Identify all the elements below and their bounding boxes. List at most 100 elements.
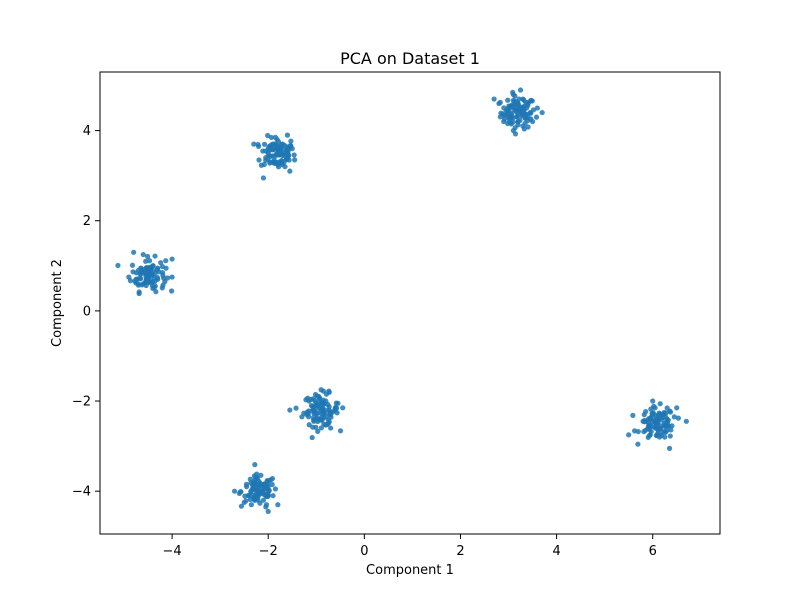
- scatter-point: [635, 428, 641, 435]
- points-layer: [115, 87, 689, 515]
- x-tick-label: 0: [360, 544, 368, 559]
- scatter-point: [231, 488, 238, 494]
- scatter-point: [674, 405, 680, 411]
- plot-frame: [99, 71, 721, 535]
- scatter-point: [243, 498, 249, 504]
- scatter-point: [326, 407, 332, 413]
- x-tick-label: −4: [163, 544, 182, 559]
- scatter-point: [626, 432, 632, 438]
- scatter-point: [159, 263, 166, 270]
- scatter-point: [137, 275, 143, 281]
- scatter-point: [131, 249, 137, 255]
- scatter-point: [533, 114, 540, 120]
- scatter-point: [256, 482, 263, 488]
- scatter-point: [247, 496, 254, 502]
- scatter-point: [655, 417, 661, 423]
- scatter-point: [261, 141, 268, 147]
- scatter-point: [667, 409, 674, 415]
- scatter-point: [320, 397, 326, 403]
- scatter-point: [277, 144, 284, 151]
- x-tick-label: −2: [259, 544, 278, 559]
- scatter-point: [333, 400, 339, 406]
- y-tick-label: −2: [72, 395, 91, 410]
- scatter-point: [514, 99, 520, 105]
- scatter-point: [265, 132, 271, 139]
- scatter-point: [260, 175, 267, 181]
- scatter-point: [323, 422, 329, 428]
- y-tick-label: 2: [83, 214, 91, 229]
- scatter-point: [265, 508, 271, 515]
- scatter-point: [252, 462, 258, 468]
- scatter-point: [248, 502, 254, 508]
- y-tick-label: 0: [83, 304, 91, 319]
- scatter-point: [291, 152, 297, 158]
- scatter-point: [309, 434, 315, 441]
- scatter-point: [530, 107, 537, 113]
- scatter-point: [140, 251, 146, 258]
- scatter-point: [143, 258, 149, 264]
- scatter-point: [136, 290, 142, 297]
- scatter-point: [143, 270, 149, 276]
- scatter-point: [139, 282, 145, 288]
- scatter-point: [318, 411, 325, 417]
- scatter-point: [666, 445, 673, 451]
- scatter-point: [154, 266, 161, 272]
- scatter-point: [250, 482, 256, 488]
- scatter-point: [663, 414, 669, 421]
- scatter-point: [272, 486, 279, 492]
- scatter-point: [334, 405, 340, 411]
- scatter-point: [260, 497, 267, 503]
- scatter-point: [304, 409, 310, 415]
- scatter-point: [641, 429, 647, 435]
- scatter-point: [251, 473, 258, 479]
- scatter-point: [268, 142, 274, 148]
- scatter-point: [163, 258, 169, 264]
- scatter-point: [292, 157, 298, 163]
- scatter-point: [319, 406, 325, 412]
- scatter-point: [159, 285, 165, 291]
- scatter-point: [129, 262, 136, 268]
- y-axis-ticks: −4 −2 0 2 4: [72, 124, 100, 500]
- scatter-point: [657, 425, 664, 431]
- scatter-point: [510, 97, 516, 104]
- scatter-point: [243, 481, 250, 487]
- scatter-point: [284, 155, 290, 161]
- scatter-point: [630, 412, 636, 418]
- scatter-point: [138, 266, 144, 272]
- scatter-point: [245, 492, 251, 499]
- scatter-point: [646, 425, 652, 431]
- scatter-point: [311, 411, 317, 417]
- scatter-point: [143, 265, 149, 271]
- scatter-point: [317, 416, 323, 422]
- scatter-point: [505, 97, 511, 103]
- scatter-point: [653, 432, 659, 439]
- scatter-point: [274, 160, 280, 166]
- scatter-point: [517, 117, 523, 123]
- scatter-point: [237, 489, 244, 495]
- scatter-point: [521, 126, 527, 132]
- x-tick-label: 2: [456, 544, 464, 559]
- scatter-point: [671, 414, 677, 420]
- scatter-point: [270, 493, 276, 499]
- scatter-point: [288, 138, 294, 144]
- scatter-point: [164, 275, 171, 281]
- scatter-point: [500, 111, 506, 117]
- scatter-point: [261, 491, 267, 497]
- scatter-point: [522, 99, 529, 105]
- scatter-point: [261, 161, 267, 168]
- scatter-point: [263, 157, 269, 163]
- scatter-point: [323, 391, 330, 397]
- scatter-point: [647, 432, 653, 438]
- scatter-point: [256, 157, 262, 163]
- scatter-point: [512, 93, 518, 99]
- scatter-point: [515, 122, 521, 128]
- scatter-point: [144, 253, 151, 260]
- scatter-point: [514, 113, 520, 120]
- scatter-point: [151, 284, 157, 290]
- scatter-point: [512, 107, 518, 113]
- scatter-point: [238, 503, 245, 509]
- y-tick-label: 4: [83, 124, 91, 139]
- scatter-point: [138, 271, 144, 277]
- scatter-point: [507, 119, 513, 126]
